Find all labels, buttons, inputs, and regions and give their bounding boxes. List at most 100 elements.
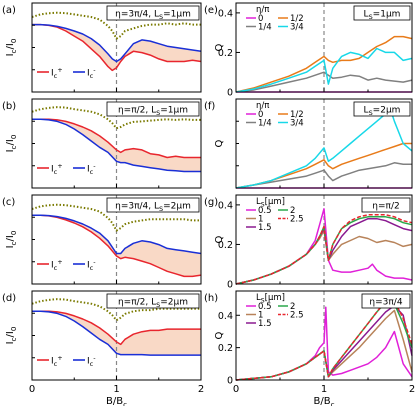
series-line-Ic — [32, 214, 202, 278]
panel-c: Ic/I0 (c) η=3π/4, LS=2μm Ic+ Ic- — [2, 194, 202, 285]
series-line-Ic — [32, 23, 202, 72]
legend-label: 2.5 — [290, 311, 304, 321]
legend-label: Ic+ — [51, 354, 63, 368]
x-tick-label: 2 — [198, 384, 204, 395]
legend-label: 1.5 — [258, 223, 272, 233]
legend-title: η/π — [256, 101, 269, 111]
legend-label: 3/4 — [290, 119, 304, 129]
panel-label: (e) — [204, 5, 218, 16]
panel-label: (g) — [204, 197, 218, 208]
legend-label: Ic+ — [51, 66, 63, 80]
series-line-2.5 — [235, 296, 413, 381]
legend-label: Ic- — [87, 258, 96, 272]
legend-label: 1/2 — [290, 110, 304, 120]
title-box — [106, 5, 200, 21]
x-axis-label: B/Bc — [313, 396, 334, 406]
y-axis-label: Ic/I0 — [5, 38, 18, 56]
legend-label: Ic- — [87, 354, 96, 368]
panel-b: Ic/I0 (b) η=π/2, LS=1μm Ic+ Ic- — [2, 98, 202, 189]
legend-label: 1/4 — [258, 119, 272, 129]
series-line-14 — [235, 162, 412, 189]
legend-label: 1.5 — [258, 319, 272, 329]
panel-title: η=π/2, LS=2μm — [118, 298, 188, 310]
y-axis-label: Q — [214, 235, 225, 243]
series-line-2.5 — [235, 214, 413, 285]
legend-label: Ic- — [87, 66, 96, 80]
panel-title: η=3π/4, LS=1μm — [115, 10, 191, 22]
panel-label: (f) — [204, 101, 215, 112]
fill-between-area — [32, 311, 201, 356]
y-tick-label: 0.2 — [218, 48, 233, 59]
y-tick-label: 0 — [227, 88, 233, 99]
legend-label: 1 — [258, 311, 263, 321]
y-tick-label: 0.4 — [218, 311, 233, 322]
y-tick-label: 0 — [227, 376, 233, 387]
y-tick-label: 0.2 — [218, 343, 233, 354]
series-line-Ic — [32, 118, 201, 159]
series-line-Ic — [32, 310, 201, 356]
panel-d: 0 1 2 B/Bc Ic/I0 (d) η=π/2, LS=2μm Ic+ Ic- — [2, 290, 204, 406]
fill-between-area — [32, 119, 201, 172]
legend-label: Ic+ — [51, 258, 63, 272]
series-line-envelope — [31, 11, 201, 40]
legend-label: 2.5 — [290, 215, 304, 225]
series-line-12 — [235, 142, 412, 189]
y-axis-label: Q — [214, 139, 225, 147]
title-box — [361, 293, 411, 309]
title-box — [353, 101, 411, 117]
x-tick-label: 2 — [409, 384, 415, 395]
legend-label: 2 — [290, 206, 295, 216]
panel-label: (b) — [2, 101, 16, 112]
legend-label: Ic- — [87, 162, 96, 176]
y-tick-label: 0.4 — [218, 8, 233, 19]
panel-title: LS=1μm — [364, 10, 401, 22]
legend-title: η/π — [256, 5, 269, 15]
panel-title: η=π/2, LS=1μm — [118, 106, 188, 118]
y-tick-label: 0.4 — [218, 200, 233, 211]
fill-between-area — [32, 215, 201, 277]
title-box — [361, 197, 411, 213]
panel-title: η=3π/4 — [369, 298, 402, 308]
series-line-Ic — [32, 214, 202, 255]
panel-title: LS=2μm — [364, 106, 401, 118]
legend-label: 2 — [290, 302, 295, 312]
x-tick-label: 1 — [113, 384, 119, 395]
y-axis-label: Ic/I0 — [5, 230, 18, 248]
legend-label: 0 — [258, 14, 263, 24]
panel-label: (c) — [2, 197, 15, 208]
panel-label: (h) — [204, 293, 218, 304]
y-tick-label: 0.2 — [218, 240, 233, 251]
y-axis-label: Ic/I0 — [5, 134, 18, 152]
legend-title: LS[μm] — [256, 293, 285, 304]
y-axis-label: Q — [214, 331, 225, 339]
legend-label: 0 — [258, 110, 263, 120]
series-line-envelope — [31, 203, 201, 232]
title-box — [106, 197, 200, 213]
legend-label: 1/2 — [290, 14, 304, 24]
series-line-Ic — [32, 310, 201, 346]
legend-label: 1 — [258, 215, 263, 225]
y-axis-label: Q — [214, 43, 225, 51]
panel-label: (d) — [2, 293, 16, 304]
title-box — [106, 101, 200, 117]
panel-a: Ic/I0 (a) η=3π/4, LS=1μm Ic+ Ic- — [2, 2, 202, 93]
legend-label: 1/4 — [258, 23, 272, 33]
y-axis-label: Ic/I0 — [5, 326, 18, 344]
legend-label: 0.5 — [258, 302, 272, 312]
series-line-Ic — [32, 23, 202, 63]
title-box — [353, 5, 411, 21]
x-axis-label: B/Bc — [106, 396, 127, 406]
panel-title: η=3π/4, LS=2μm — [115, 202, 191, 214]
x-tick-label: 0 — [29, 384, 35, 395]
series-line-envelope — [31, 298, 201, 322]
x-tick-label: 0 — [233, 384, 239, 395]
series-line-Ic — [32, 118, 201, 173]
panel-title: η=π/2 — [372, 202, 399, 212]
legend-title: LS[μm] — [256, 197, 285, 208]
panel-f: Q (f) LS=2μm η/π01/4 1/23/4 — [204, 98, 413, 189]
legend-label: 0.5 — [258, 206, 272, 216]
panel-label: (a) — [2, 5, 16, 16]
